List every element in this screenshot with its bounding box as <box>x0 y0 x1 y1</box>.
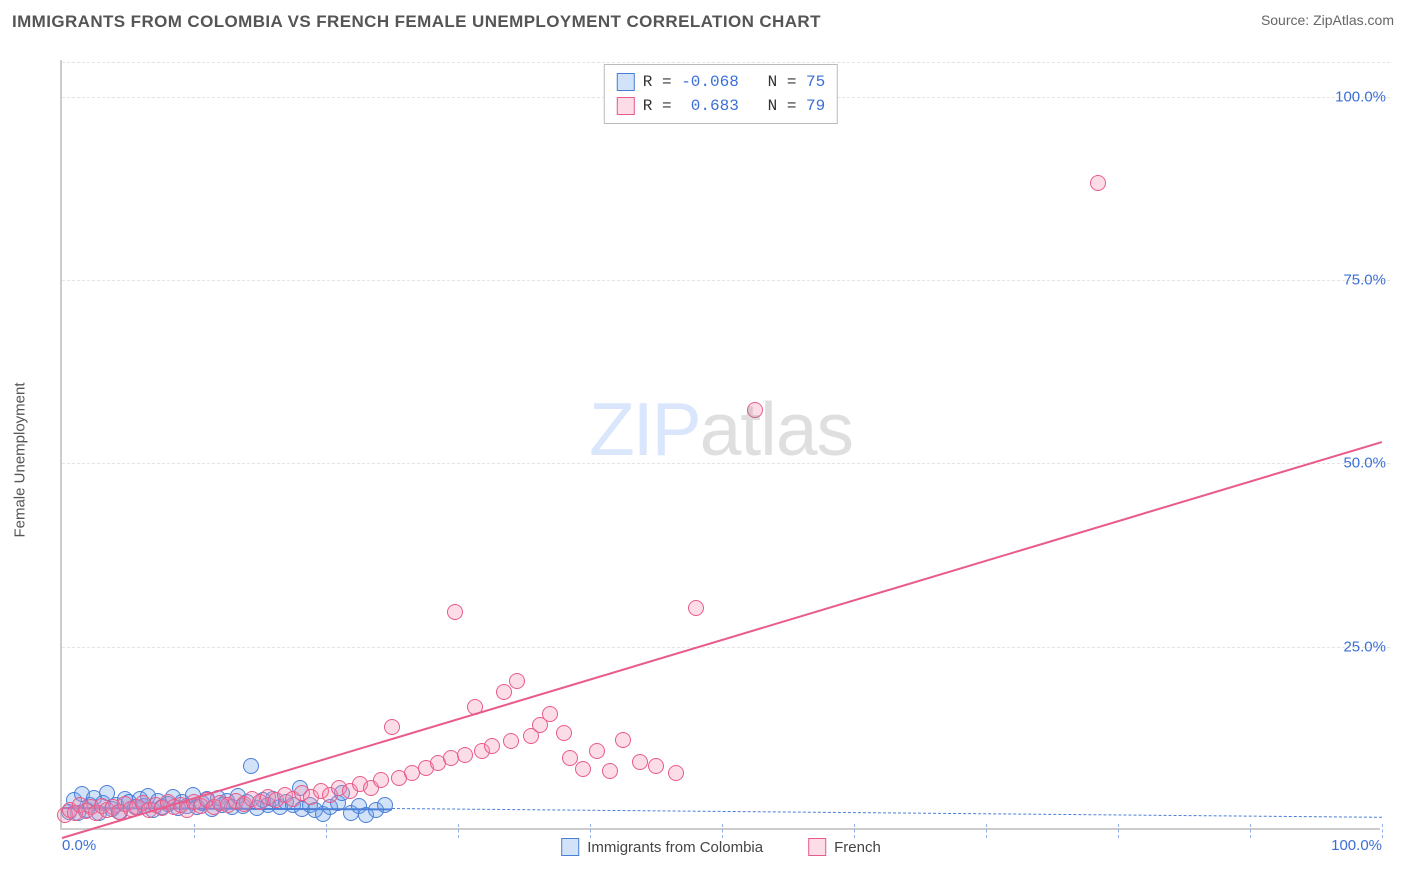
scatter-point <box>447 604 463 620</box>
grid-line <box>62 62 1390 63</box>
scatter-point <box>615 732 631 748</box>
x-tick-mark <box>326 824 327 838</box>
x-tick-mark <box>854 824 855 838</box>
grid-line <box>62 647 1390 648</box>
scatter-point <box>556 725 572 741</box>
scatter-point <box>243 758 259 774</box>
regression-line <box>62 441 1383 839</box>
grid-line <box>62 463 1390 464</box>
legend-label: Immigrants from Colombia <box>587 839 763 856</box>
scatter-point <box>575 761 591 777</box>
y-tick-label: 100.0% <box>1335 88 1390 105</box>
scatter-point <box>542 706 558 722</box>
legend-swatch <box>617 73 635 91</box>
x-tick-mark <box>1250 824 1251 838</box>
x-tick-mark <box>1118 824 1119 838</box>
legend-swatch <box>617 97 635 115</box>
legend-row: R = -0.068 N = 75 <box>617 70 825 94</box>
legend-swatch <box>808 838 826 856</box>
scatter-point <box>688 600 704 616</box>
scatter-plot: ZIPatlas R = -0.068 N = 75R = 0.683 N = … <box>60 60 1380 830</box>
x-tick-mark <box>1382 824 1383 838</box>
chart-title: IMMIGRANTS FROM COLOMBIA VS FRENCH FEMAL… <box>12 12 821 32</box>
scatter-point <box>668 765 684 781</box>
scatter-point <box>496 684 512 700</box>
source-label: Source: ZipAtlas.com <box>1261 12 1394 28</box>
x-tick-mark <box>458 824 459 838</box>
scatter-point <box>602 763 618 779</box>
scatter-point <box>589 743 605 759</box>
legend-label: French <box>834 839 881 856</box>
scatter-point <box>457 747 473 763</box>
grid-line <box>62 280 1390 281</box>
series-legend: Immigrants from Colombia French <box>561 838 881 856</box>
scatter-point <box>384 719 400 735</box>
y-tick-label: 50.0% <box>1343 455 1390 472</box>
scatter-point <box>484 738 500 754</box>
legend-row: R = 0.683 N = 79 <box>617 94 825 118</box>
scatter-point <box>648 758 664 774</box>
legend-swatch <box>561 838 579 856</box>
scatter-point <box>747 402 763 418</box>
scatter-point <box>632 754 648 770</box>
scatter-point <box>503 733 519 749</box>
scatter-point <box>509 673 525 689</box>
x-tick-label: 0.0% <box>62 837 96 854</box>
y-tick-label: 25.0% <box>1343 638 1390 655</box>
legend-stats: R = 0.683 N = 79 <box>643 94 825 118</box>
legend-item: Immigrants from Colombia <box>561 838 763 856</box>
watermark: ZIPatlas <box>589 386 853 472</box>
y-tick-label: 75.0% <box>1343 272 1390 289</box>
regression-line <box>392 808 1382 818</box>
correlation-legend: R = -0.068 N = 75R = 0.683 N = 79 <box>604 64 838 124</box>
x-tick-mark <box>986 824 987 838</box>
x-tick-mark <box>722 824 723 838</box>
scatter-point <box>1090 175 1106 191</box>
legend-stats: R = -0.068 N = 75 <box>643 70 825 94</box>
scatter-point <box>373 772 389 788</box>
legend-item: French <box>808 838 881 856</box>
x-tick-mark <box>194 824 195 838</box>
y-axis-label: Female Unemployment <box>12 382 29 537</box>
x-tick-label: 100.0% <box>1331 837 1382 854</box>
x-tick-mark <box>590 824 591 838</box>
